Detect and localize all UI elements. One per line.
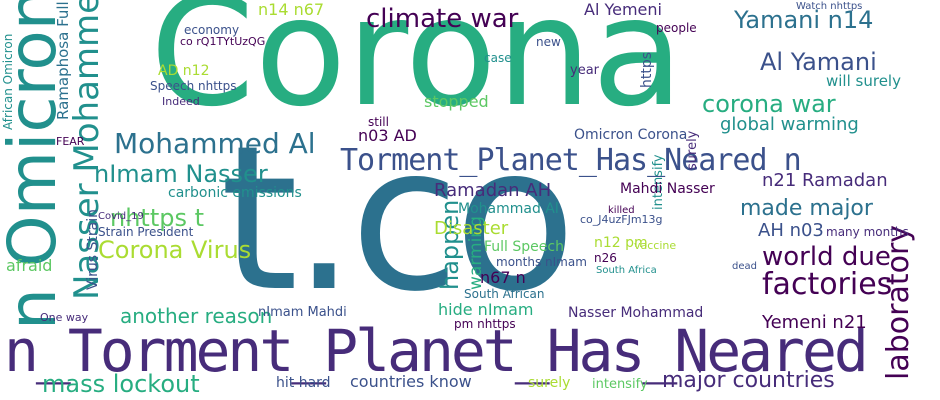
word-al-yemeni: Al Yemeni	[584, 0, 662, 19]
word-disaster: Disaster	[434, 218, 509, 239]
word-major-countries: major countries	[662, 368, 835, 393]
word-full-speech: Full Speech	[484, 239, 564, 255]
word-torment-planet-mid: Torment_Planet_Has_Neared n	[340, 143, 802, 178]
word-yamani-n14: Yamani n14	[734, 6, 874, 34]
word-co-code1: co rQ1TYtUzQG	[180, 35, 266, 48]
word-ramaphosa-full: Ramaphosa Full	[54, 1, 72, 120]
word-will-surely: will surely	[826, 72, 901, 90]
word-cases: case	[484, 51, 512, 65]
word-new: new	[536, 35, 561, 49]
word-months-nimam: months nImam	[496, 255, 587, 269]
word-pm-nhttps: pm nhttps	[454, 317, 516, 331]
word-another-reason: another reason	[120, 304, 273, 328]
word-dead: dead	[732, 261, 757, 272]
word-n12-pm: n12 pm	[594, 235, 648, 251]
word-corona: Corona	[150, 0, 684, 140]
word-imam-mahdi: nImam Mahdi	[258, 305, 347, 320]
word-still: still	[368, 115, 389, 129]
word-intensify-low: intensify	[592, 377, 648, 392]
word-mohammad-al: Mohammad Al	[458, 201, 559, 217]
word-co-code2: co_J4uzFJm13g	[580, 213, 663, 226]
word-nasser-mohammad: Nasser Mohammad	[568, 305, 704, 321]
word-killed: killed	[608, 205, 635, 216]
word-year: year	[570, 63, 600, 78]
word-african-omicron: African Omicron	[1, 33, 15, 130]
word-watch: Watch nhttps	[796, 1, 863, 12]
word-one-way: One way	[40, 311, 89, 324]
word-al-yamani: Al Yamani	[760, 48, 877, 76]
word-mass-lockout: mass lockout	[42, 370, 200, 398]
word-world-due: world due	[762, 242, 891, 272]
word-t-co: t.co	[220, 103, 576, 336]
word-surely-low: surely	[528, 375, 571, 391]
word-economy: economy	[184, 23, 240, 37]
word-mohammed-al: Mohammed Al	[114, 127, 316, 160]
word-climate-war: climate war	[366, 4, 519, 34]
word-nimam-nasser: nImam Nasser	[94, 160, 268, 188]
word-ah-n03: AH n03	[758, 220, 824, 241]
word-n14-n67: n14 n67	[258, 0, 325, 19]
word-surely: surely	[685, 130, 700, 170]
word-fear: FEAR	[56, 135, 85, 148]
word-covid19: Covid_19	[98, 211, 144, 222]
word-hit-hard: hit hard	[276, 375, 331, 391]
word-factories: factories	[762, 267, 893, 302]
word-corona-virus: Corona Virus	[98, 236, 252, 264]
word-indeed: Indeed	[162, 95, 200, 108]
word-n67-n: n67 n	[480, 268, 526, 287]
word-n03-ad: n03 AD	[358, 126, 417, 145]
word-carbonic-emissions: carbonic emissions	[168, 185, 302, 201]
word-hide-nimam: hide nImam	[438, 300, 534, 319]
word-made-major: made major	[740, 196, 873, 221]
word-south-african: South African	[464, 287, 545, 301]
word-many-months: many months	[826, 225, 909, 239]
word-omicron-corona: Omicron Corona	[574, 127, 688, 143]
word-global-warming: global warming	[720, 114, 859, 135]
word-nhttps-t: nhttps t	[110, 204, 205, 232]
word-n-torment-planet: n_Torment_Planet_Has_Neared	[4, 317, 869, 385]
word-people: people	[656, 21, 697, 35]
word-strain-president: Strain President	[98, 225, 194, 239]
word-speech: Speech nhttps	[150, 79, 237, 93]
word-corona-war: corona war	[702, 90, 836, 118]
word-ramadan-ah: Ramadan AH	[434, 180, 552, 201]
word-https-small: https	[639, 51, 655, 88]
word-n26: n26	[594, 251, 617, 265]
word-south-africa: South Africa	[596, 265, 657, 276]
word-ad-n12: AD n12	[158, 63, 210, 79]
word-vaccine: vaccine	[634, 239, 677, 252]
word-n21-ramadan: n21 Ramadan	[762, 170, 888, 191]
word-countries-know: countries know	[350, 372, 472, 391]
word-afraid: afraid	[6, 256, 53, 275]
word-stopped: stopped	[424, 92, 489, 111]
word-mahdi-nasser: Mahdi Nasser	[620, 181, 715, 197]
word-yemeni-n21: Yemeni n21	[762, 312, 867, 333]
